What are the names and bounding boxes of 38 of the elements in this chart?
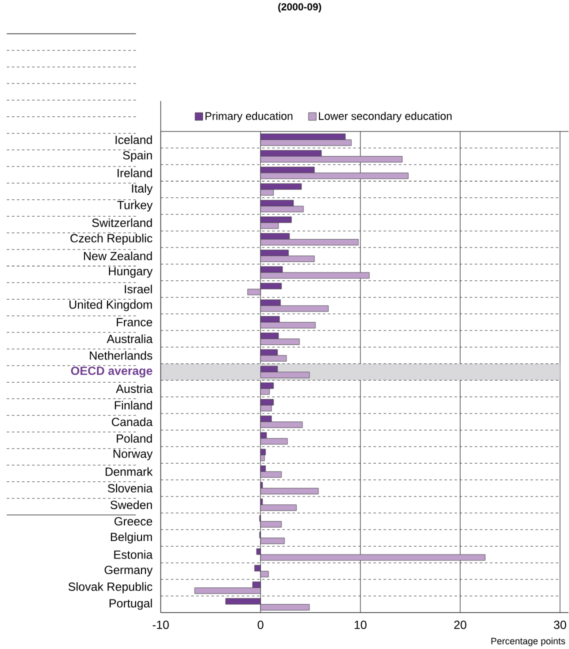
y-tick-label: Italy (132, 184, 152, 195)
y-tick-label: Germany (104, 566, 152, 576)
y-tick-label: Canada (112, 417, 152, 426)
y-tick-label: France (116, 318, 152, 326)
y-tick-label: Norway (113, 450, 152, 460)
y-tick-label: Slovak Republic (68, 582, 152, 594)
y-tick-label: Poland (116, 434, 152, 443)
y-tick-label: Finland (114, 400, 152, 410)
x-tick-label: 30 (554, 620, 566, 630)
y-tick-label: OECD average (70, 366, 152, 378)
y-tick-label: Estonia (114, 550, 152, 559)
y-tick-label: New Zealand (84, 252, 152, 260)
x-axis-title: Percentage points (491, 638, 565, 646)
y-tick-label: Netherlands (90, 351, 152, 360)
y-tick-label: Portugal (109, 598, 152, 610)
y-tick-label: Spain (122, 150, 152, 162)
x-tick-label: 20 (454, 620, 466, 630)
y-tick-label: Israel (124, 284, 152, 294)
y-tick-label: Czech Republic (70, 234, 152, 245)
y-tick-label: Austria (116, 384, 152, 393)
x-tick-label: -10 (152, 620, 169, 630)
y-tick-label: Slovenia (108, 484, 152, 492)
y-tick-label: Australia (106, 334, 152, 344)
chart-title: (2000-09) (278, 2, 321, 12)
y-tick-label: Turkey (117, 200, 152, 212)
y-tick-label: Iceland (115, 135, 152, 144)
y-tick-label: Belgium (110, 532, 152, 544)
x-tick-label: 10 (354, 620, 366, 630)
y-tick-label: Switzerland (92, 218, 152, 228)
y-tick-label: Denmark (105, 467, 152, 476)
y-tick-label: United Kingdom (69, 300, 152, 312)
y-tick-label: Sweden (110, 500, 152, 510)
y-tick-label: Greece (114, 517, 152, 526)
y-tick-label: Hungary (108, 267, 152, 278)
legend-label: Primary education (205, 112, 292, 122)
x-tick-label: 0 (258, 620, 264, 630)
legend-label: Lower secondary education (318, 112, 452, 122)
y-tick-label: Ireland (117, 168, 152, 178)
